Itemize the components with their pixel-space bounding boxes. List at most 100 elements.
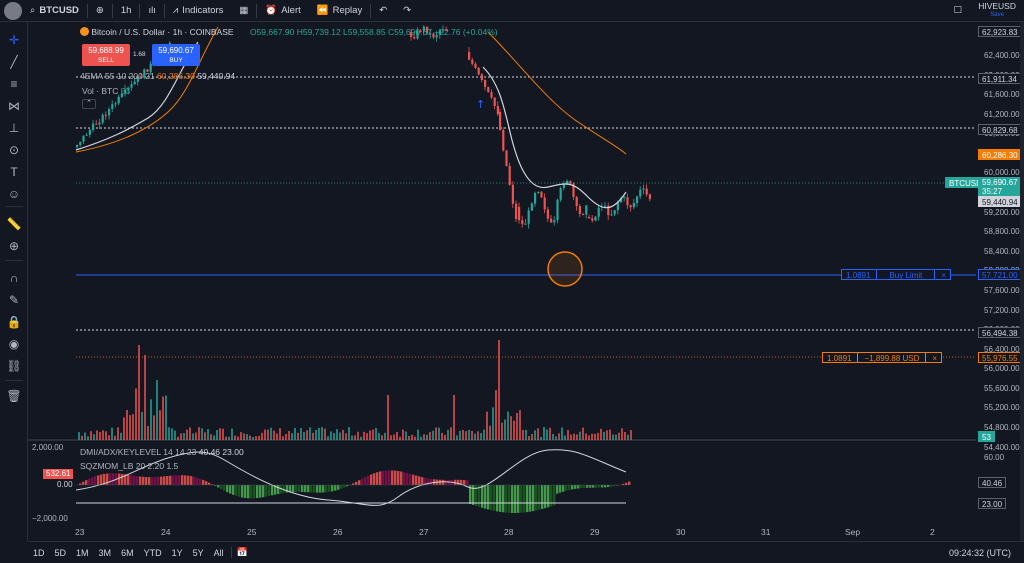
link-icon[interactable]: ⛓	[6, 359, 22, 373]
squeeze-bar	[445, 479, 448, 485]
price-axis-label: 61,600.00	[984, 90, 1020, 100]
utc-clock[interactable]: 09:24:32 (UTC)	[948, 547, 1011, 558]
ema-fast-line	[482, 66, 627, 209]
layout-button[interactable]: ☐	[946, 0, 971, 22]
volume-bar	[267, 429, 269, 440]
squeeze-bar	[508, 485, 511, 513]
chart-type-button[interactable]: ılı	[140, 0, 163, 22]
volume-bar	[273, 430, 275, 440]
brush-icon[interactable]: ⊙	[8, 143, 20, 157]
squeeze-bar	[622, 483, 625, 485]
volume-bar	[600, 428, 602, 440]
volume-bar	[264, 429, 266, 440]
vol-value: 53	[120, 86, 131, 96]
candle-body	[575, 196, 578, 207]
emoji-icon[interactable]: ☺	[7, 187, 21, 201]
candle-body	[505, 150, 508, 166]
templates-button[interactable]: ▦	[231, 0, 256, 22]
trash-icon[interactable]: 🗑	[6, 389, 22, 403]
volume-bar	[141, 411, 143, 440]
squeeze-bar	[592, 485, 595, 488]
squeeze-bar	[274, 485, 277, 495]
range-button[interactable]: 1D	[33, 547, 45, 558]
avatar[interactable]	[4, 1, 22, 20]
symbol-search[interactable]: ⌕ BTCUSD	[22, 0, 87, 22]
crosshair-icon[interactable]: ✛	[8, 33, 20, 47]
sell-button[interactable]: 59,688.99 SELL	[82, 44, 130, 66]
volume-bar	[366, 433, 368, 440]
volume-bar	[174, 430, 176, 440]
price-axis-label: 56,000.00	[984, 364, 1020, 374]
volume-bar	[213, 435, 215, 440]
indicators-label: Indicators	[182, 5, 224, 16]
volume-bar	[93, 434, 95, 440]
range-button[interactable]: 1M	[76, 547, 89, 558]
range-button[interactable]: 3M	[98, 547, 112, 558]
magnet-icon[interactable]: ∩	[9, 271, 19, 285]
volume-bar	[537, 428, 539, 440]
squeeze-bar	[127, 474, 130, 485]
squeeze-bar	[613, 485, 616, 487]
zoom-in-icon[interactable]: ⊕	[8, 239, 20, 253]
time-axis-label: 30	[676, 527, 686, 537]
collapse-legend-button[interactable]: ⌃	[82, 99, 96, 109]
compare-button[interactable]: ⊕	[88, 0, 112, 22]
squeeze-bar	[502, 485, 505, 513]
buy-button[interactable]: 59,690.67 BUY	[152, 44, 200, 66]
squeeze-bar	[319, 485, 322, 493]
redo-button[interactable]: ↷	[395, 0, 419, 22]
range-button[interactable]: 5D	[54, 547, 67, 558]
candle-body	[604, 205, 607, 207]
volume-bar	[222, 428, 224, 440]
symbol-label: BTCUSD	[39, 5, 79, 16]
text-icon[interactable]: T	[10, 165, 18, 179]
date-range-button[interactable]: 📅	[230, 547, 253, 558]
lock-drawing-icon[interactable]: ✎	[8, 293, 20, 307]
squeeze-bar	[439, 479, 442, 485]
price-chart[interactable]: ↑	[28, 22, 976, 541]
range-button[interactable]: YTD	[143, 547, 162, 558]
osc-left-zero: 0.00	[54, 480, 76, 490]
ruler-icon[interactable]: 📏	[6, 217, 22, 231]
volume-bar	[477, 431, 479, 440]
candle-body	[140, 76, 143, 78]
squeeze-bar	[307, 485, 310, 493]
squeeze-bar	[559, 485, 562, 493]
squeeze-bar	[292, 485, 295, 493]
squeeze-bar	[121, 473, 124, 485]
ema-label: 4EMA 55 10 200 21	[80, 71, 155, 81]
close-icon[interactable]: ×	[941, 271, 947, 280]
volume-bar	[447, 429, 449, 440]
volume-bar	[189, 427, 191, 440]
squeeze-bar	[574, 485, 577, 489]
interval-button[interactable]: 1h	[120, 5, 132, 16]
volume-bar	[627, 434, 629, 440]
range-button[interactable]: 1Y	[171, 547, 183, 558]
fib-icon[interactable]: ≡	[10, 77, 18, 91]
time-axis-label: Sep	[845, 527, 861, 537]
range-button[interactable]: 6M	[121, 547, 134, 558]
price-tag-hline-1: 61,911.34	[978, 73, 1021, 84]
position-line[interactable]: 1.0891 −1,899.88 USD ×	[822, 352, 943, 363]
lock-icon[interactable]: 🔒	[6, 315, 22, 329]
candle-body	[518, 207, 521, 221]
squeeze-bar	[160, 476, 163, 485]
account-menu[interactable]: HIVEUSD Save	[970, 0, 1024, 22]
candle-body	[591, 218, 594, 221]
squeeze-bar	[157, 476, 160, 485]
undo-button[interactable]: ↶	[371, 0, 395, 22]
buy-limit-order[interactable]: 1.0891 Buy Limit ×	[841, 269, 952, 280]
eye-icon[interactable]: ◉	[8, 337, 20, 351]
forecast-icon[interactable]: ⊥	[8, 121, 20, 135]
alert-button[interactable]: ⏰ Alert	[257, 0, 308, 22]
squeeze-bar	[208, 482, 211, 485]
candle-body	[435, 34, 438, 38]
range-button[interactable]: 5Y	[192, 547, 204, 558]
range-button[interactable]: All	[213, 547, 224, 558]
replay-button[interactable]: ⏪ Replay	[309, 0, 370, 22]
indicators-button[interactable]: ⩘ Indicators	[165, 0, 232, 22]
pattern-icon[interactable]: ⋈	[8, 99, 20, 113]
trendline-icon[interactable]: ╱	[10, 55, 18, 69]
candle-body	[613, 210, 616, 215]
close-icon[interactable]: ×	[932, 354, 938, 363]
